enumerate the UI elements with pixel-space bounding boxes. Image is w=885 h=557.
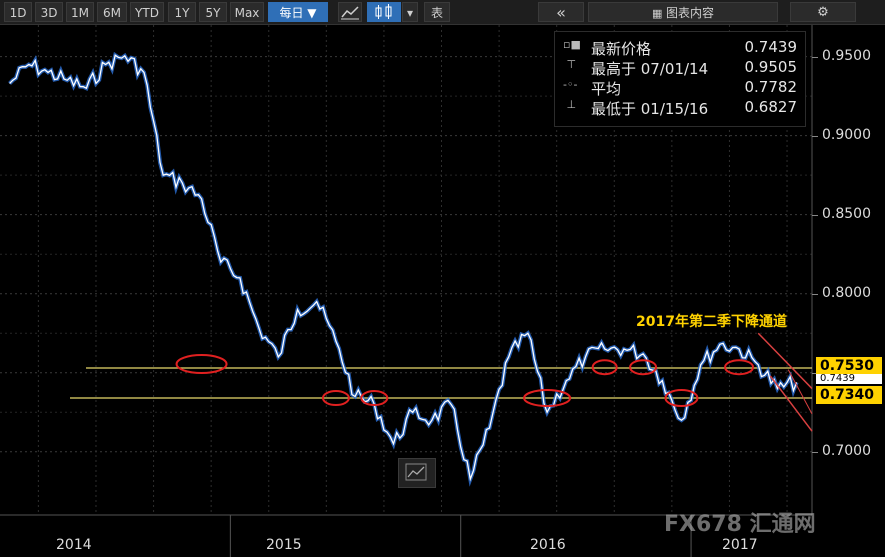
- range-ytd-button[interactable]: YTD: [130, 2, 164, 22]
- channel-lower-line: [769, 375, 813, 432]
- support-touch-circle-0: [175, 354, 228, 375]
- y-tick-label-5: 0.9500: [822, 47, 871, 64]
- mini-chart-icon[interactable]: [398, 458, 436, 488]
- legend-high-label: 最高于 07/01/14: [591, 60, 709, 78]
- y-tick-mark-4: [812, 135, 818, 137]
- range-1y-button[interactable]: 1Y: [168, 2, 196, 22]
- y-tick-label-2: 0.8000: [822, 284, 871, 301]
- support-touch-circle-4: [591, 359, 618, 376]
- range-6m-button[interactable]: 6M: [97, 2, 127, 22]
- y-tick-mark-0: [812, 451, 818, 453]
- support-touch-circle-7: [724, 359, 755, 376]
- table-view-button[interactable]: 表: [424, 2, 450, 22]
- legend-low-label: 最低于 01/15/16: [591, 100, 709, 118]
- lower-level-tag: 0.7340: [816, 386, 882, 404]
- range-1m-button[interactable]: 1M: [66, 2, 94, 22]
- legend-high-value: 0.9505: [744, 58, 798, 76]
- chart-toolbar: 1D 3D 1M 6M YTD 1Y 5Y Max 每日 ▼ ▾ 表 « ▦ 图…: [0, 0, 885, 25]
- y-tick-label-3: 0.8500: [822, 205, 871, 222]
- price-line: [9, 54, 798, 482]
- watermark: FX678 汇通网: [664, 512, 816, 537]
- support-touch-circle-5: [629, 359, 658, 376]
- high-marker-icon: ⊤: [563, 58, 577, 71]
- gear-icon[interactable]: ⚙: [790, 2, 856, 22]
- legend-average-label: 平均: [591, 80, 622, 98]
- low-marker-icon: ⊥: [563, 98, 577, 111]
- y-tick-mark-3: [812, 214, 818, 216]
- y-tick-mark-1: [812, 372, 818, 374]
- range-3d-button[interactable]: 3D: [35, 2, 63, 22]
- chart-content-label: 图表内容: [665, 6, 714, 20]
- collapse-panel-button[interactable]: «: [538, 2, 584, 22]
- average-marker-icon: -◦-: [563, 78, 578, 91]
- support-touch-circle-3: [523, 389, 572, 408]
- x-tick-2015: 2015: [266, 537, 302, 553]
- legend-latest-value: 0.7439: [744, 38, 798, 56]
- x-tick-2016: 2016: [530, 537, 566, 553]
- legend-low: ⊥ 最低于 01/15/16 0.6827: [555, 98, 805, 118]
- channel-annotation: 2017年第二季下降通道: [636, 314, 787, 330]
- chart-content-button[interactable]: ▦ 图表内容: [588, 2, 778, 22]
- frequency-dropdown[interactable]: 每日 ▼: [268, 2, 328, 22]
- channel-upper-line: [757, 332, 813, 390]
- legend-high: ⊤ 最高于 07/01/14 0.9505: [555, 58, 805, 78]
- support-touch-circle-1: [321, 390, 350, 407]
- line-chart-icon[interactable]: [338, 2, 362, 22]
- legend-average-value: 0.7782: [744, 78, 798, 96]
- upper-level-tag: 0.7530: [816, 357, 882, 375]
- legend-low-value: 0.6827: [744, 98, 798, 116]
- chart-content-icon: ▦: [652, 7, 666, 20]
- y-tick-mark-2: [812, 293, 818, 295]
- candlestick-icon[interactable]: [367, 2, 401, 22]
- chart-legend: ▫■ 最新价格 0.7439 ⊤ 最高于 07/01/14 0.9505 -◦-…: [554, 31, 806, 127]
- range-max-button[interactable]: Max: [230, 2, 264, 22]
- range-1d-button[interactable]: 1D: [4, 2, 32, 22]
- legend-latest: ▫■ 最新价格 0.7439: [555, 38, 805, 58]
- y-tick-label-4: 0.9000: [822, 126, 871, 143]
- legend-latest-label: 最新价格: [591, 40, 652, 58]
- chart-type-dropdown-icon[interactable]: ▾: [402, 2, 418, 22]
- x-tick-2014: 2014: [56, 537, 92, 553]
- x-tick-2017: 2017: [722, 537, 758, 553]
- y-tick-label-0: 0.7000: [822, 442, 871, 459]
- support-touch-circle-2: [360, 390, 389, 407]
- channel-mid-line: [787, 369, 813, 415]
- latest-price-tag: 0.7439: [816, 374, 882, 384]
- range-5y-button[interactable]: 5Y: [199, 2, 227, 22]
- last-price-icon: ▫■: [563, 38, 581, 51]
- support-touch-circle-6: [664, 389, 699, 408]
- legend-average: -◦- 平均 0.7782: [555, 78, 805, 98]
- y-tick-mark-5: [812, 56, 818, 58]
